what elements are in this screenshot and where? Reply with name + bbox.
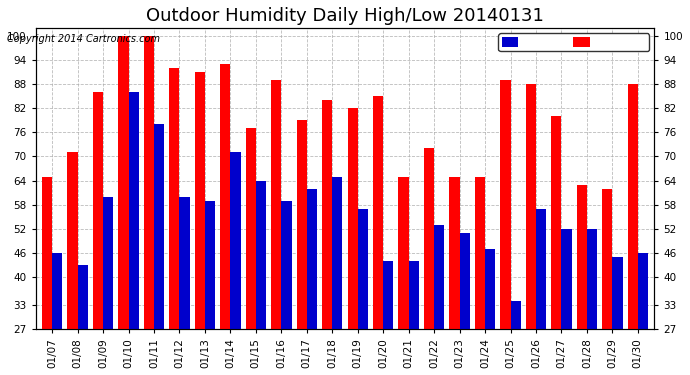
Bar — [373, 96, 383, 329]
Bar — [449, 177, 460, 329]
Bar — [103, 196, 113, 329]
Bar — [154, 124, 164, 329]
Bar — [424, 148, 434, 329]
Bar — [297, 120, 307, 329]
Bar — [333, 177, 342, 329]
Bar — [77, 265, 88, 329]
Bar — [357, 209, 368, 329]
Bar — [638, 253, 648, 329]
Bar — [551, 116, 562, 329]
Bar — [179, 196, 190, 329]
Bar — [246, 128, 256, 329]
Bar — [42, 177, 52, 329]
Bar — [220, 64, 230, 329]
Bar — [282, 201, 291, 329]
Bar — [475, 177, 485, 329]
Bar — [399, 177, 408, 329]
Bar — [52, 253, 62, 329]
Bar — [271, 80, 282, 329]
Bar — [322, 100, 333, 329]
Title: Outdoor Humidity Daily High/Low 20140131: Outdoor Humidity Daily High/Low 20140131 — [146, 7, 544, 25]
Bar — [577, 184, 587, 329]
Bar — [408, 261, 419, 329]
Bar — [602, 189, 613, 329]
Bar — [526, 84, 536, 329]
Bar — [587, 229, 597, 329]
Bar — [348, 108, 357, 329]
Bar — [205, 201, 215, 329]
Bar — [485, 249, 495, 329]
Bar — [169, 68, 179, 329]
Bar — [68, 152, 77, 329]
Bar — [128, 92, 139, 329]
Text: Copyright 2014 Cartronics.com: Copyright 2014 Cartronics.com — [7, 34, 160, 44]
Bar — [307, 189, 317, 329]
Bar — [119, 36, 128, 329]
Bar — [195, 72, 205, 329]
Bar — [256, 180, 266, 329]
Bar — [383, 261, 393, 329]
Legend: Low  (%), High  (%): Low (%), High (%) — [498, 33, 649, 51]
Bar — [536, 209, 546, 329]
Bar — [628, 84, 638, 329]
Bar — [500, 80, 511, 329]
Bar — [562, 229, 571, 329]
Bar — [460, 233, 470, 329]
Bar — [93, 92, 103, 329]
Bar — [230, 152, 241, 329]
Bar — [434, 225, 444, 329]
Bar — [613, 257, 622, 329]
Bar — [511, 301, 521, 329]
Bar — [144, 36, 154, 329]
